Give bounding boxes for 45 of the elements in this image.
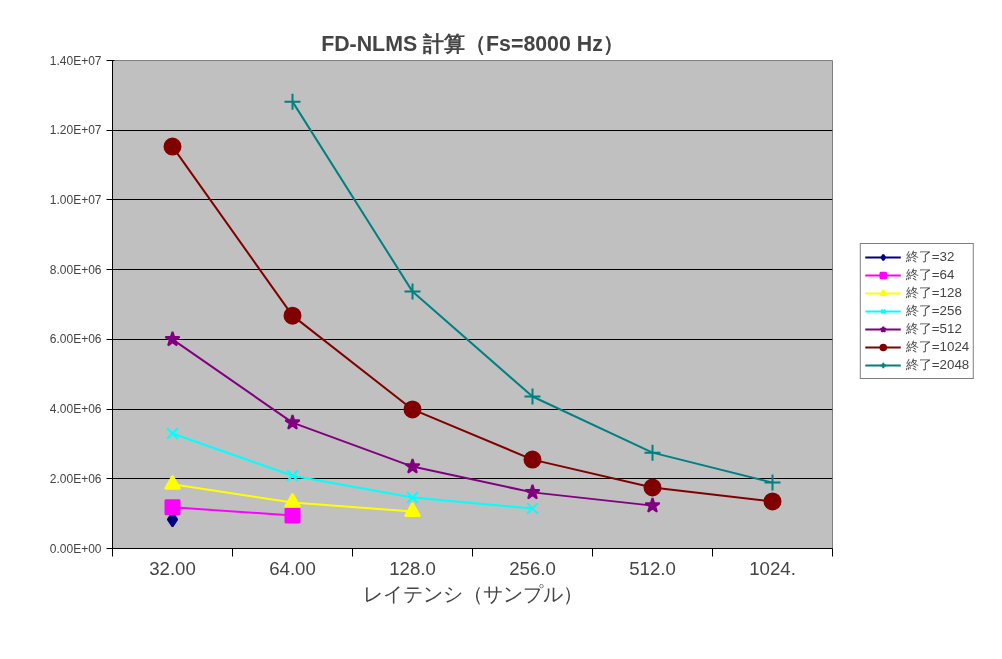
legend-label: 終了=256	[905, 301, 962, 320]
point	[523, 450, 542, 469]
chart-title: FD-NLMS 計算（Fs=8000 Hz）	[321, 31, 624, 56]
x-tick-label: 128.0	[389, 557, 436, 579]
point	[763, 473, 782, 492]
x-tick-label: 256.0	[509, 557, 556, 579]
point	[643, 478, 662, 497]
point	[164, 499, 181, 516]
point	[163, 137, 182, 156]
y-tick-label: 2.00E+06	[49, 471, 102, 486]
point	[284, 414, 301, 430]
legend-label: 終了=512	[905, 319, 962, 338]
y-tick-label: 1.00E+07	[49, 192, 102, 207]
y-tick-label: 8.00E+06	[49, 262, 102, 277]
x-tick-label: 64.00	[269, 557, 316, 579]
point	[524, 483, 541, 500]
point	[283, 92, 302, 111]
point	[283, 306, 302, 325]
point	[644, 497, 661, 513]
y-tick-label: 1.20E+07	[49, 123, 102, 138]
point	[284, 507, 301, 524]
point	[523, 387, 542, 406]
point	[406, 491, 419, 504]
y-tick-label: 0.00E+00	[49, 541, 102, 556]
point	[526, 502, 539, 515]
legend-label: 終了=64	[905, 265, 955, 284]
y-tick-label: 1.40E+07	[49, 53, 102, 68]
legend-label: 終了=32	[905, 247, 955, 266]
x-tick-label: 512.0	[629, 557, 676, 579]
point	[643, 443, 662, 462]
legend-label: 終了=1024	[905, 337, 970, 356]
point	[166, 427, 179, 440]
y-tick-label: 4.00E+06	[49, 402, 102, 417]
x-tick-label: 32.00	[149, 557, 196, 579]
point	[403, 400, 422, 419]
point	[403, 282, 422, 301]
x-tick-label: 1024.	[749, 557, 796, 579]
legend-label: 終了=2048	[905, 355, 970, 374]
y-tick-label: 6.00E+06	[49, 332, 102, 347]
point	[763, 492, 782, 511]
x-axis-title: レイテンシ（サンプル）	[362, 582, 583, 605]
point	[164, 330, 181, 347]
legend-label: 終了=128	[905, 283, 962, 302]
point	[286, 469, 299, 482]
point	[404, 458, 421, 474]
